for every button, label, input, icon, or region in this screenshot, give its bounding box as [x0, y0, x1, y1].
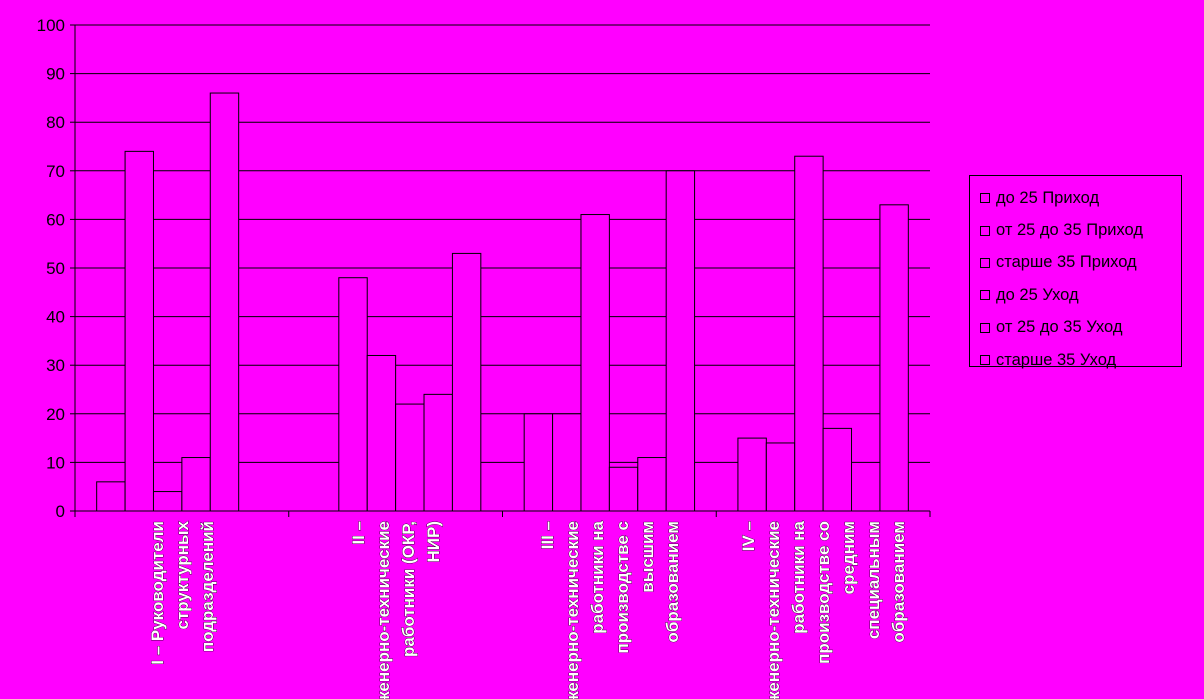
category-label: образованием — [663, 521, 682, 643]
bar — [794, 155, 824, 512]
category-label: Инженерно-технические — [764, 521, 783, 699]
category-label: производстве со — [814, 521, 833, 664]
bar — [523, 413, 554, 512]
category-label-group: II – Инженерно-технические работники (ОКР,… — [349, 521, 444, 699]
legend-swatch — [980, 257, 990, 268]
category-label: Инженерно-технические — [374, 521, 393, 699]
y-tick-label: 10 — [46, 453, 65, 472]
category-label: средним — [839, 521, 858, 594]
legend-item: от 25 до 35 Приход — [980, 214, 1181, 246]
y-tick-label: 70 — [46, 162, 65, 181]
category-label: IV – — [739, 521, 758, 551]
legend-label: старше 35 Приход — [996, 253, 1137, 272]
bar — [152, 491, 183, 512]
category-label-group: I – Руководители структурных подразделений — [148, 520, 218, 665]
category-label: структурных — [173, 520, 192, 629]
legend-swatch — [980, 193, 990, 204]
category-label-group: III – Инженерно-технические работники на пр… — [538, 520, 683, 699]
y-tick-label: 30 — [46, 356, 65, 375]
category-label: III – — [538, 521, 557, 549]
bar — [879, 204, 909, 512]
legend-label: от 25 до 35 Приход — [996, 221, 1143, 240]
legend-label: старше 35 Уход — [996, 350, 1117, 369]
category-label: производстве с — [613, 521, 632, 654]
legend-label: до 25 Уход — [996, 285, 1079, 304]
bar — [451, 252, 482, 512]
y-tick-label: 80 — [46, 113, 65, 132]
category-label-group: IV – Инженерно-технические работники на про… — [739, 520, 909, 699]
category-label: НИР) — [424, 521, 443, 563]
y-tick-label: 0 — [56, 502, 65, 521]
bar — [580, 214, 610, 512]
bar — [124, 150, 154, 512]
legend-swatch — [980, 225, 990, 236]
legend-swatch — [980, 355, 990, 366]
legend-item: до 25 Уход — [980, 279, 1181, 311]
y-tick-label: 50 — [46, 259, 65, 278]
category-label: образованием — [889, 521, 908, 643]
legend-swatch — [980, 322, 990, 333]
legend-item: старше 35 Уход — [980, 344, 1181, 376]
legend-item: старше 35 Приход — [980, 247, 1181, 279]
category-label: I – Руководители — [148, 521, 167, 665]
category-label: работники на — [588, 520, 607, 633]
bar — [338, 277, 368, 512]
bar — [737, 437, 767, 512]
category-label: специальным — [864, 521, 883, 639]
category-label: работники на — [789, 520, 808, 633]
bar — [665, 170, 696, 512]
y-tick-label: 90 — [46, 65, 65, 84]
bar — [366, 354, 397, 512]
bar — [822, 427, 853, 512]
bar — [395, 403, 425, 512]
legend-label: от 25 до 35 Уход — [996, 318, 1123, 337]
category-label: подразделений — [198, 521, 217, 652]
legend-item: от 25 до 35 Уход — [980, 312, 1181, 344]
category-label: Инженерно-технические — [563, 521, 582, 699]
y-tick-label: 60 — [46, 210, 65, 229]
y-tick-label: 20 — [46, 405, 65, 424]
category-label: II – — [349, 521, 368, 545]
bar — [423, 393, 453, 512]
bar — [637, 457, 667, 512]
y-tick-label: 100 — [37, 16, 65, 35]
legend-swatch — [980, 290, 990, 301]
category-label: высшим — [638, 521, 657, 593]
legend-item: до 25 Приход — [980, 182, 1181, 214]
bar — [209, 92, 240, 512]
category-label: работники (ОКР, — [399, 521, 418, 657]
bar — [96, 481, 126, 512]
y-tick-label: 40 — [46, 308, 65, 327]
bar — [765, 442, 796, 512]
bar — [181, 457, 211, 512]
bar — [608, 466, 639, 512]
legend-label: до 25 Приход — [996, 188, 1100, 207]
bar — [552, 413, 582, 512]
chart-legend: до 25 Приход от 25 до 35 Приход старше 35 … — [969, 175, 1182, 369]
